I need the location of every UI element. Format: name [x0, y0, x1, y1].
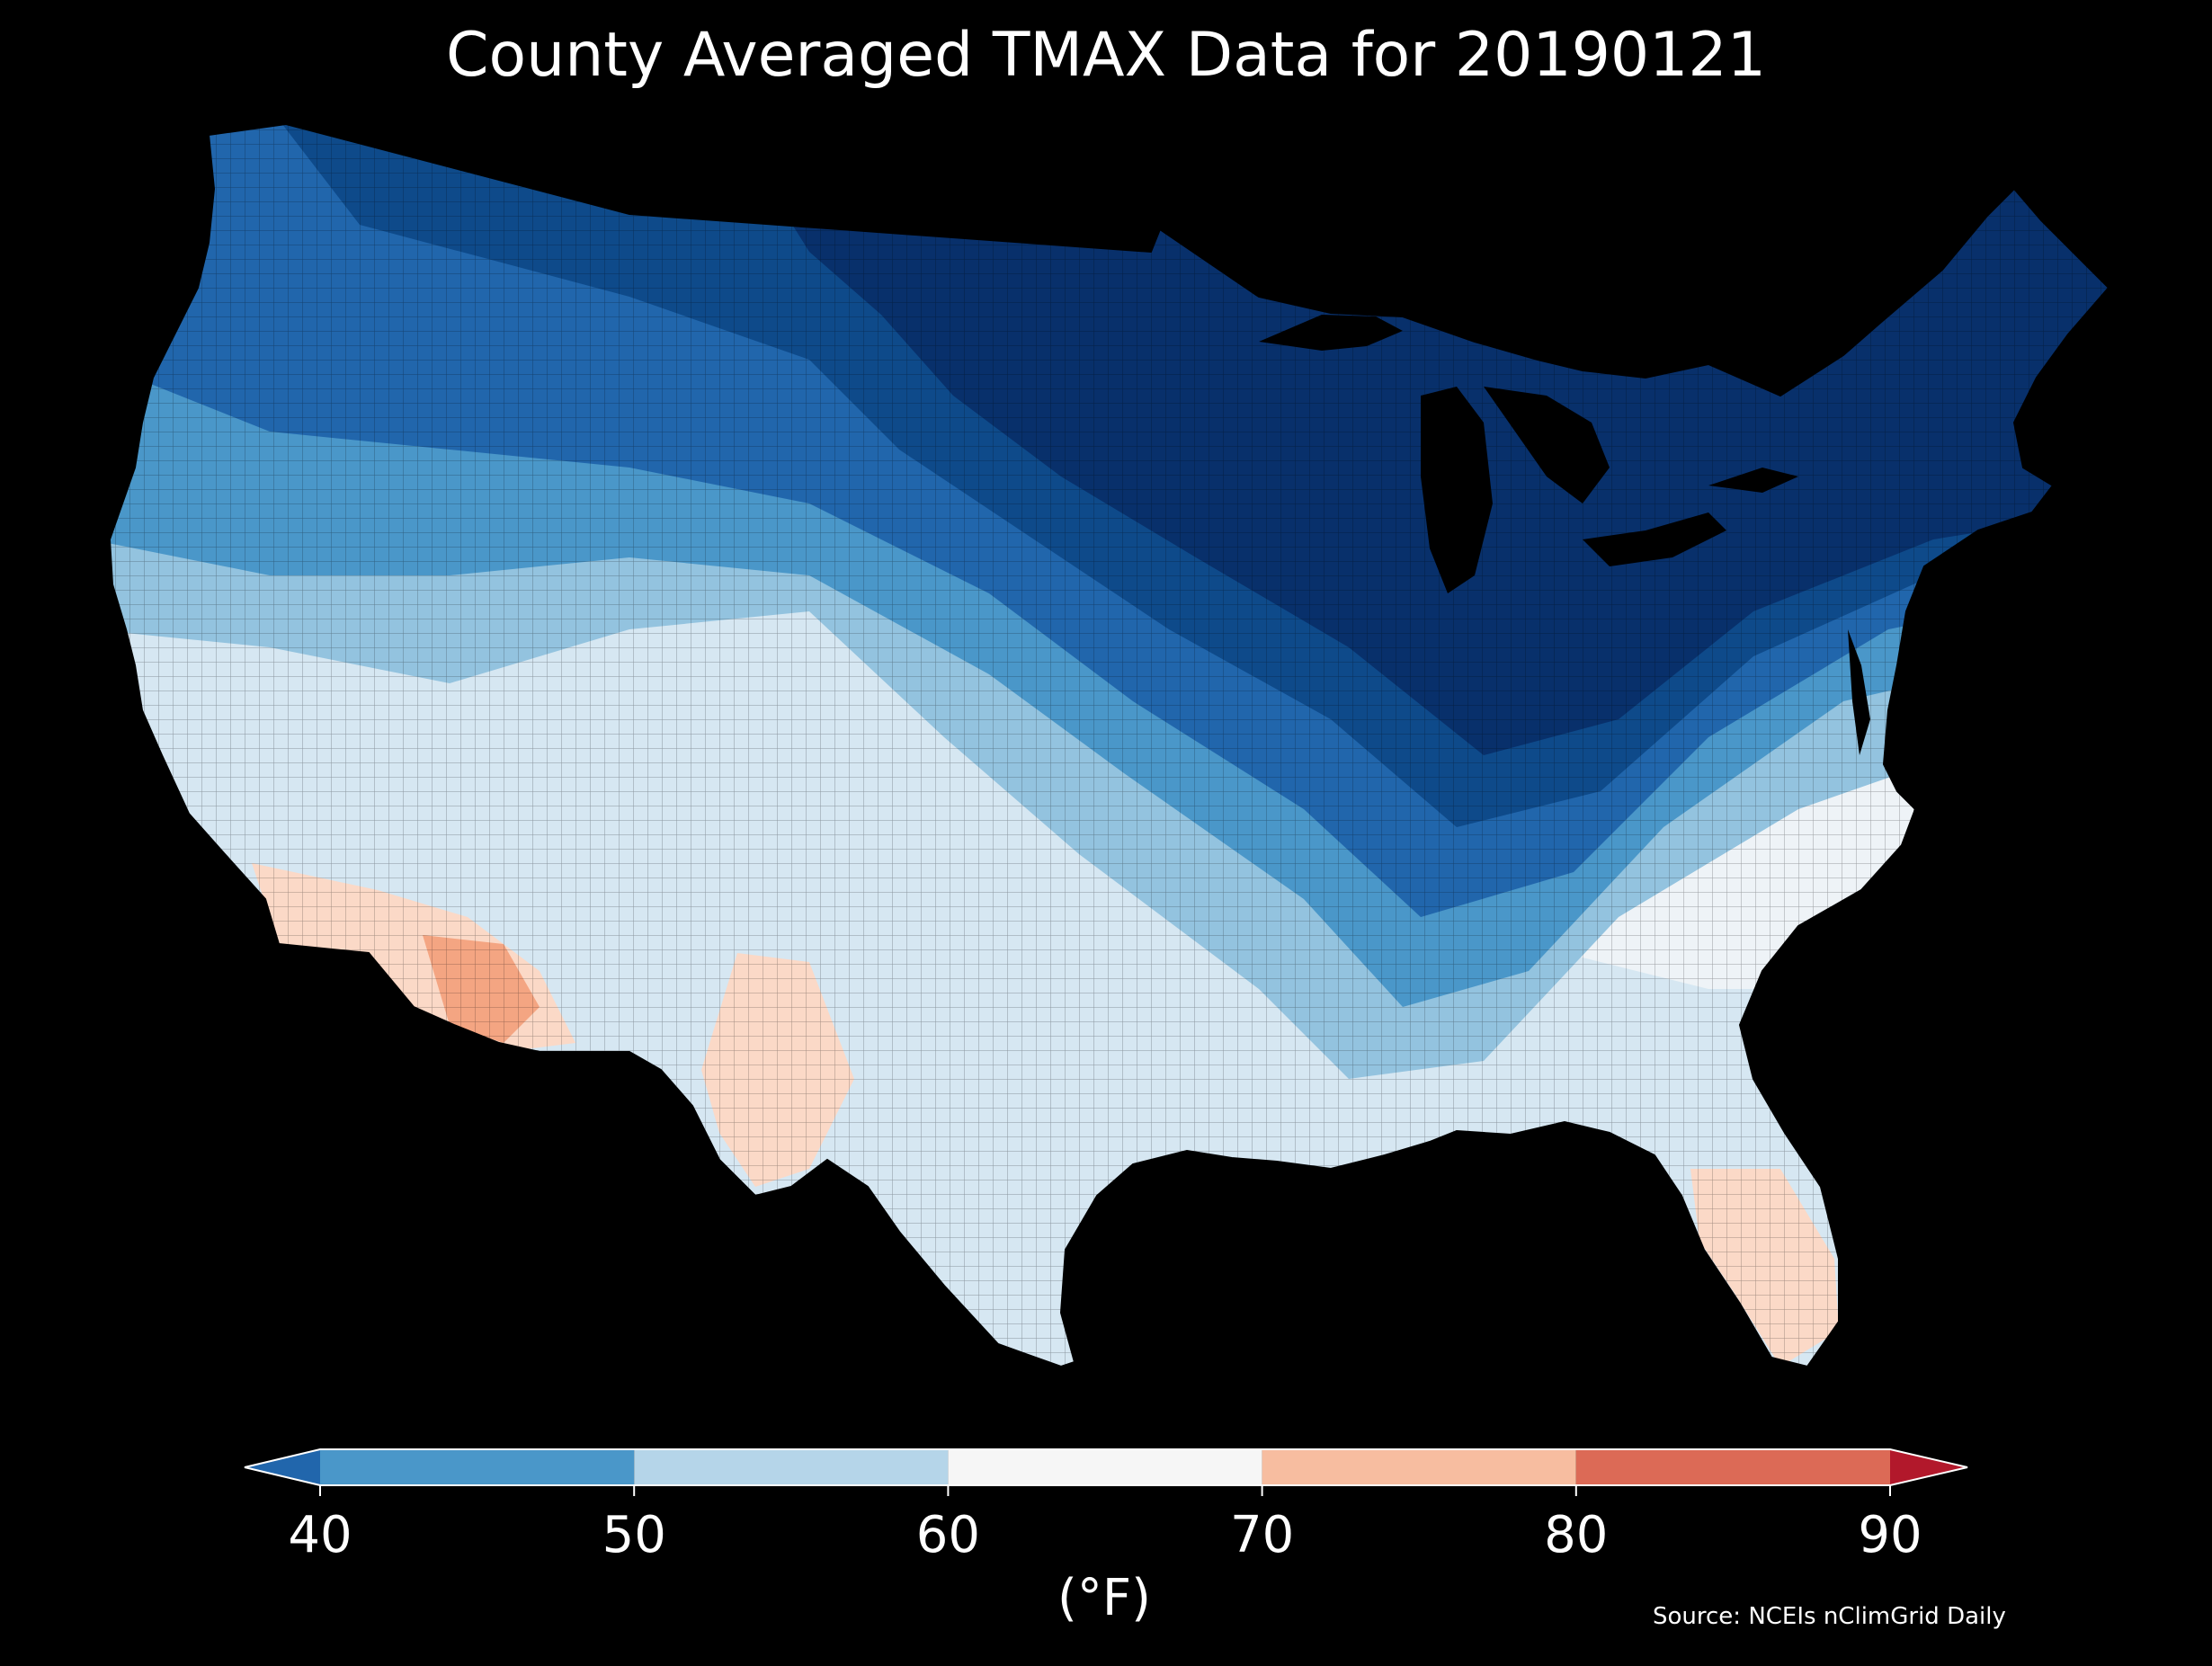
colorbar-bin-0 — [320, 1449, 635, 1485]
colorbar-bin-1 — [634, 1449, 949, 1485]
colorbar-under-extension — [245, 1449, 320, 1485]
colorbar-tick-label-3: 70 — [1230, 1506, 1294, 1564]
colorbar-tick-label-0: 40 — [288, 1506, 352, 1564]
colorbar-tick-label-1: 50 — [602, 1506, 666, 1564]
colorbar-over-extension — [1890, 1449, 1967, 1485]
colorbar-tick-label-2: 60 — [916, 1506, 980, 1564]
colorbar-tick-label-5: 90 — [1858, 1506, 1922, 1564]
colorbar-bin-2 — [948, 1449, 1262, 1485]
great-lakes — [1259, 315, 1870, 755]
colorbar-bin-4 — [1575, 1449, 1890, 1485]
source-credit: Source: NCEIs nClimGrid Daily — [1653, 1603, 2006, 1630]
map-title: County Averaged TMAX Data for 20190121 — [446, 20, 1766, 91]
colorbar-unit-label: (°F) — [1057, 1569, 1151, 1627]
colorbar-bin-3 — [1262, 1449, 1576, 1485]
colorbar-tick-label-4: 80 — [1544, 1506, 1608, 1564]
